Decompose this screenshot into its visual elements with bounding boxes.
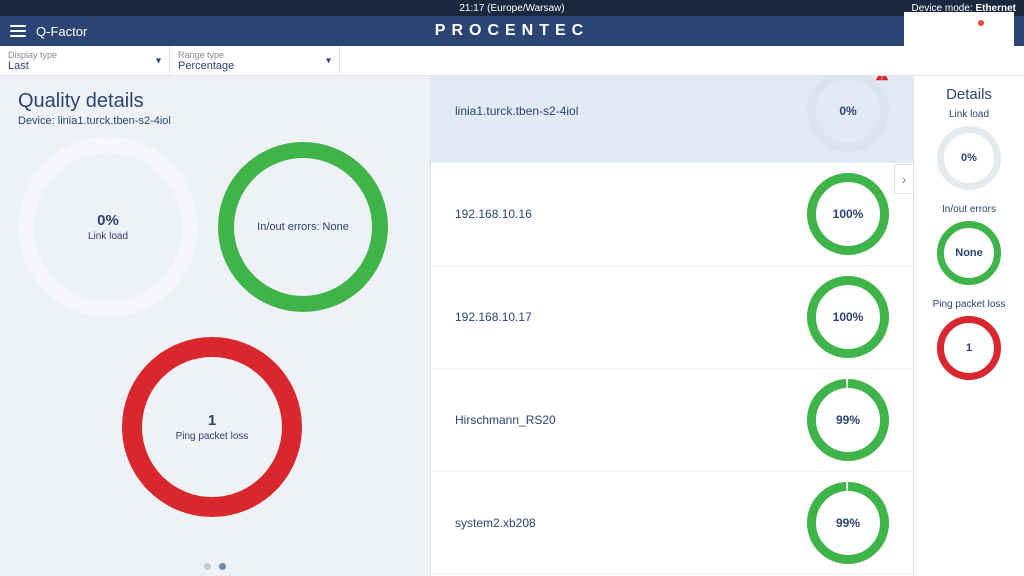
device-row[interactable]: 192.168.10.16 100% — [431, 163, 913, 266]
bell-icon[interactable] — [966, 22, 982, 40]
details-metric: Ping packet loss 1 — [920, 299, 1018, 380]
display-type-dropdown[interactable]: Display type Last ▾ — [0, 46, 170, 75]
filter-bar: Display type Last ▾ Range type Percentag… — [0, 46, 1024, 76]
quality-heading: Quality details — [18, 90, 412, 113]
device-name: Hirschmann_RS20 — [455, 413, 807, 427]
details-metric-gauge: 1 — [937, 316, 1001, 380]
chevron-down-icon: ▾ — [156, 55, 161, 66]
page-title: Q-Factor — [36, 24, 87, 39]
refresh-icon[interactable] — [910, 22, 926, 40]
quality-details-panel: Quality details Device: linia1.turck.tbe… — [0, 76, 430, 576]
device-name: 192.168.10.16 — [455, 207, 807, 221]
user-icon[interactable] — [938, 22, 954, 40]
details-heading: Details — [920, 86, 1018, 103]
quality-device: Device: linia1.turck.tben-s2-4iol — [18, 115, 412, 127]
device-gauge: 0% — [807, 76, 889, 152]
device-row[interactable]: linia1.turck.tben-s2-4iol 0% — [431, 76, 913, 163]
device-gauge: 99% — [807, 379, 889, 461]
brand-logo: PROCENTEC — [435, 22, 589, 40]
notification-dot — [978, 20, 984, 26]
details-metric-gauge: None — [937, 221, 1001, 285]
details-metric: In/out errors None — [920, 204, 1018, 285]
pager-dot[interactable] — [219, 563, 226, 570]
pager-dots[interactable] — [204, 563, 226, 570]
details-metric-label: Ping packet loss — [920, 299, 1018, 310]
status-bar: 21:17 (Europe/Warsaw) Device mode: Ether… — [0, 0, 1024, 16]
gauge-link-load: 0% Link load — [18, 137, 198, 317]
device-gauge: 99% — [807, 482, 889, 564]
gauge-ping-loss: 1 Ping packet loss — [12, 337, 412, 517]
warning-icon — [875, 76, 889, 82]
details-metric-label: Link load — [920, 109, 1018, 120]
hamburger-icon — [10, 25, 26, 37]
app-header: Q-Factor PROCENTEC — [0, 16, 1024, 46]
menu-toggle[interactable]: Q-Factor — [10, 24, 87, 39]
chevron-down-icon: ▾ — [326, 55, 331, 66]
device-name: linia1.turck.tben-s2-4iol — [455, 104, 807, 118]
details-metric: Link load 0% — [920, 109, 1018, 190]
device-name: 192.168.10.17 — [455, 310, 807, 324]
details-metric-label: In/out errors — [920, 204, 1018, 215]
device-name: system2.xb208 — [455, 516, 807, 530]
clock-text: 21:17 (Europe/Warsaw) — [459, 3, 564, 14]
header-actions — [904, 12, 1014, 50]
details-panel: Details Link load 0% In/out errors None … — [914, 76, 1024, 576]
main-content: Quality details Device: linia1.turck.tbe… — [0, 76, 1024, 576]
device-list: › linia1.turck.tben-s2-4iol 0% 192.168.1… — [430, 76, 914, 576]
range-type-dropdown[interactable]: Range type Percentage ▾ — [170, 46, 340, 75]
device-gauge: 100% — [807, 173, 889, 255]
gauge-errors: In/out errors: None — [218, 137, 388, 317]
device-row[interactable]: system2.xb208 99% — [431, 472, 913, 575]
device-row[interactable]: Hirschmann_RS20 99% — [431, 369, 913, 472]
device-gauge: 100% — [807, 276, 889, 358]
collapse-details-button[interactable]: › — [894, 164, 914, 194]
help-icon[interactable] — [994, 22, 1010, 40]
pager-dot[interactable] — [204, 563, 211, 570]
details-metric-gauge: 0% — [937, 126, 1001, 190]
device-row[interactable]: 192.168.10.17 100% — [431, 266, 913, 369]
